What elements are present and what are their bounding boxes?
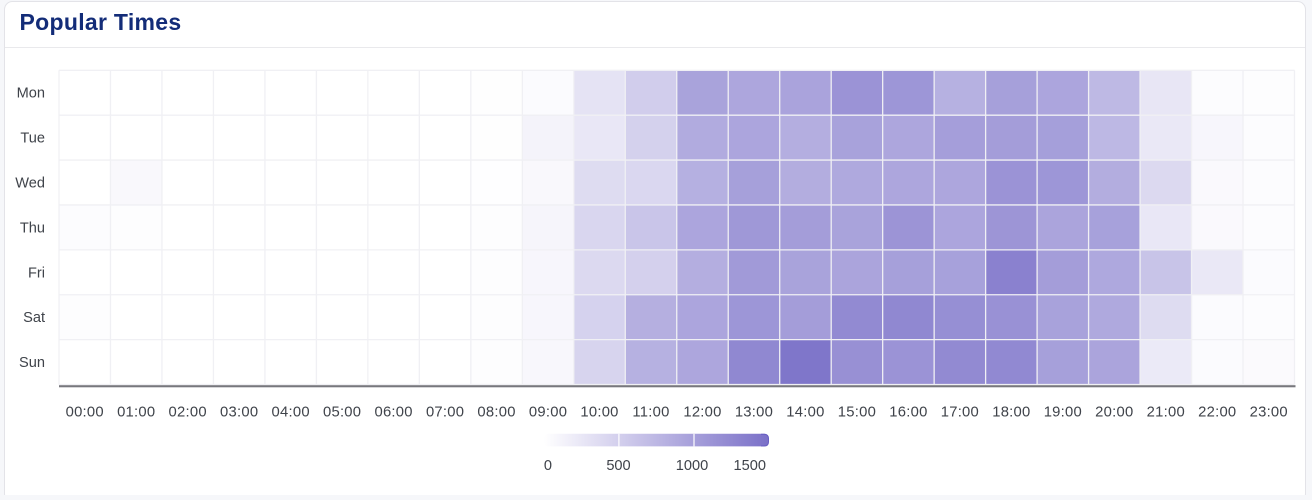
svg-text:15:00: 15:00 [838,404,876,420]
svg-text:06:00: 06:00 [374,404,412,420]
svg-text:0: 0 [544,458,552,474]
svg-text:01:00: 01:00 [117,404,155,420]
svg-text:19:00: 19:00 [1044,404,1082,420]
svg-text:Mon: Mon [17,86,45,102]
svg-text:20:00: 20:00 [1095,404,1133,420]
svg-text:500: 500 [606,458,630,474]
svg-text:00:00: 00:00 [66,404,104,420]
svg-text:12:00: 12:00 [683,404,721,420]
svg-text:17:00: 17:00 [941,404,979,420]
svg-text:22:00: 22:00 [1198,404,1236,420]
svg-text:05:00: 05:00 [323,404,361,420]
svg-text:Tue: Tue [20,131,45,147]
svg-text:07:00: 07:00 [426,404,464,420]
svg-text:09:00: 09:00 [529,404,567,420]
svg-text:Wed: Wed [15,176,45,192]
svg-text:04:00: 04:00 [272,404,310,420]
svg-text:1000: 1000 [676,458,708,474]
svg-text:02:00: 02:00 [169,404,207,420]
svg-text:13:00: 13:00 [735,404,773,420]
svg-text:11:00: 11:00 [632,404,669,420]
svg-text:03:00: 03:00 [220,404,258,420]
svg-text:23:00: 23:00 [1250,404,1288,420]
svg-text:Fri: Fri [28,265,45,281]
svg-text:08:00: 08:00 [477,404,515,420]
svg-text:10:00: 10:00 [580,404,618,420]
svg-text:1500: 1500 [734,458,766,474]
svg-text:Popular Times: Popular Times [20,9,182,35]
svg-text:Sat: Sat [23,310,45,326]
svg-text:Sun: Sun [19,355,45,371]
svg-text:21:00: 21:00 [1147,404,1185,420]
svg-text:16:00: 16:00 [889,404,927,420]
svg-text:18:00: 18:00 [992,404,1030,420]
svg-text:Thu: Thu [20,220,45,236]
svg-text:14:00: 14:00 [786,404,824,420]
